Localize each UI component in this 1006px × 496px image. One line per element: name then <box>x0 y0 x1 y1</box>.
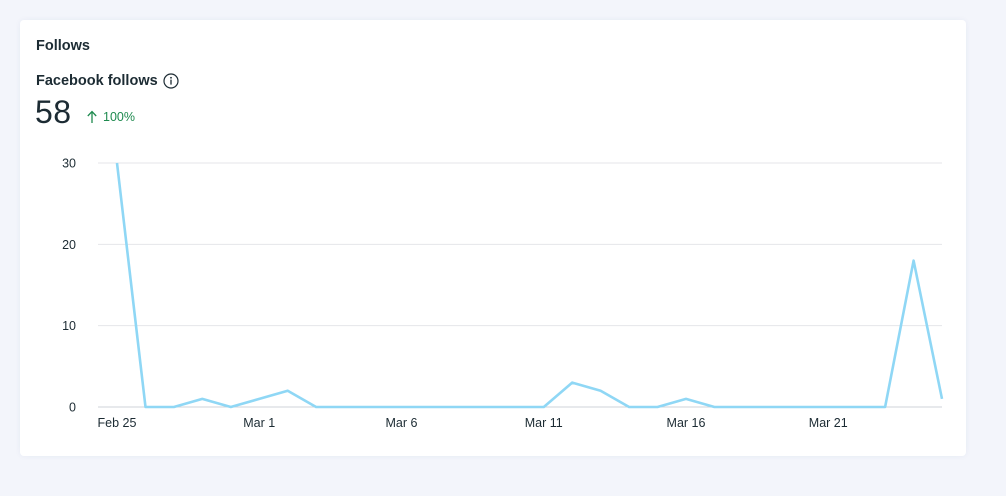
data-point[interactable] <box>825 404 831 410</box>
section-title: Follows <box>36 38 90 54</box>
data-point[interactable] <box>655 404 661 410</box>
data-point[interactable] <box>711 404 717 410</box>
y-tick-label: 30 <box>62 157 76 171</box>
data-point[interactable] <box>598 388 604 394</box>
y-tick-label: 0 <box>69 401 76 415</box>
data-point[interactable] <box>797 404 803 410</box>
series-line[interactable] <box>115 162 944 409</box>
metric-header: Facebook follows <box>36 73 179 89</box>
data-point[interactable] <box>911 258 917 264</box>
data-point[interactable] <box>882 404 888 410</box>
data-point[interactable] <box>455 404 461 410</box>
data-point[interactable] <box>370 404 376 410</box>
data-point[interactable] <box>512 404 518 410</box>
data-point[interactable] <box>228 404 234 410</box>
follows-card: Follows Facebook follows 58 100% 0 10 20 30… <box>20 20 966 456</box>
data-point[interactable] <box>740 404 746 410</box>
change-percent: 100% <box>103 110 135 124</box>
follows-line-chart: 0 10 20 30 Feb 25 Mar 1 Mar 6 Mar 11 Mar 16 Mar 2… <box>62 157 945 430</box>
x-tick-label: Feb 25 <box>98 416 137 430</box>
data-point[interactable] <box>541 404 547 410</box>
y-tick-label: 10 <box>62 319 76 333</box>
y-tick-label: 20 <box>62 238 76 252</box>
x-tick-label: Mar 1 <box>243 416 275 430</box>
data-point[interactable] <box>285 388 291 394</box>
data-point[interactable] <box>626 404 632 410</box>
x-tick-label: Mar 21 <box>809 416 848 430</box>
data-point[interactable] <box>114 160 120 166</box>
metric-value: 58 <box>35 94 72 130</box>
data-point[interactable] <box>142 404 148 410</box>
data-point[interactable] <box>399 404 405 410</box>
x-tick-label: Mar 6 <box>386 416 418 430</box>
data-point[interactable] <box>854 404 860 410</box>
info-icon[interactable] <box>163 73 179 89</box>
change-indicator: 100% <box>86 110 135 124</box>
data-point[interactable] <box>256 396 262 402</box>
data-point[interactable] <box>313 404 319 410</box>
data-point[interactable] <box>939 396 945 402</box>
data-point[interactable] <box>484 404 490 410</box>
x-tick-label: Mar 16 <box>667 416 706 430</box>
data-point[interactable] <box>683 396 689 402</box>
data-point[interactable] <box>342 404 348 410</box>
arrow-up-icon <box>87 110 97 123</box>
data-point[interactable] <box>171 404 177 410</box>
x-tick-label: Mar 11 <box>525 416 563 430</box>
data-point[interactable] <box>427 404 433 410</box>
data-point[interactable] <box>569 380 575 386</box>
metric-label: Facebook follows <box>36 73 158 89</box>
data-point[interactable] <box>768 404 774 410</box>
data-point[interactable] <box>199 396 205 402</box>
